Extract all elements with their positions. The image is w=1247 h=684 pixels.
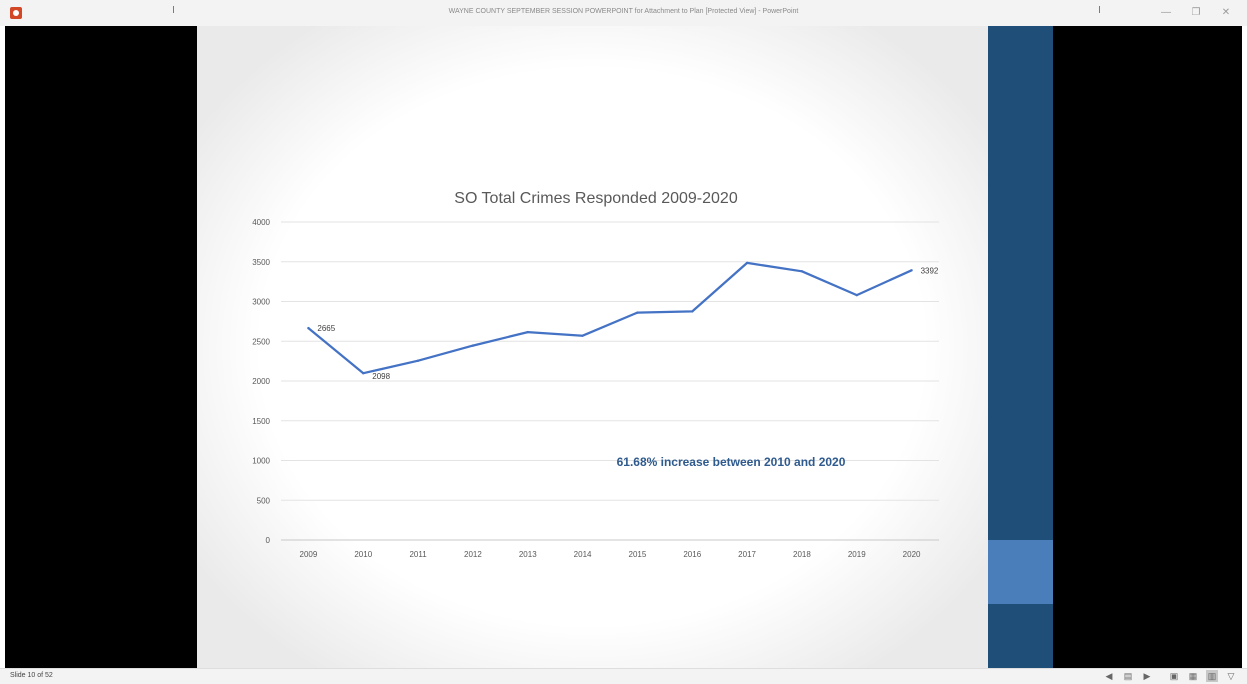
status-icons: ◀ ▤ ▶ ▣ ▦ ▥ ▽ xyxy=(1103,670,1237,682)
slide xyxy=(197,26,988,668)
y-tick-label: 4000 xyxy=(252,218,270,227)
series-group xyxy=(307,261,913,375)
powerpoint-icon xyxy=(10,7,22,19)
x-tick-label: 2014 xyxy=(574,550,592,559)
data-label: 3392 xyxy=(921,266,939,275)
reading-view-icon[interactable]: ▥ xyxy=(1206,670,1218,682)
status-bar: Slide 10 of 52 ◀ ▤ ▶ ▣ ▦ ▥ ▽ xyxy=(0,668,1247,684)
data-point xyxy=(471,344,475,347)
x-tick-label: 2018 xyxy=(793,550,811,559)
data-point xyxy=(910,269,913,272)
restore-icon[interactable]: ❐ xyxy=(1191,7,1201,18)
y-tick-label: 0 xyxy=(266,536,271,545)
y-tick-label: 3000 xyxy=(252,298,270,307)
data-point xyxy=(307,326,310,330)
data-point xyxy=(416,359,420,362)
notes-icon[interactable]: ▤ xyxy=(1123,671,1133,681)
gridlines xyxy=(281,221,939,541)
window-title: WAYNE COUNTY SEPTEMBER SESSION POWERPOIN… xyxy=(448,8,799,15)
slide-counter: Slide 10 of 52 xyxy=(10,672,53,679)
x-tick-label: 2015 xyxy=(629,550,647,559)
data-point xyxy=(745,261,749,265)
normal-view-icon[interactable]: ▣ xyxy=(1169,671,1179,681)
x-tick-label: 2016 xyxy=(683,550,701,559)
x-tick-label: 2017 xyxy=(738,550,756,559)
red-tick xyxy=(173,6,174,13)
data-point xyxy=(800,270,804,273)
previous-icon[interactable]: ◀ xyxy=(1105,671,1113,681)
y-axis-ticks: 0 500 1000 1500 2000 2500 3000 3500 4000 xyxy=(252,218,270,545)
y-tick-label: 1000 xyxy=(252,457,270,466)
x-tick-label: 2011 xyxy=(409,550,427,559)
y-tick-label: 500 xyxy=(257,496,271,505)
x-axis-ticks: 2009 2010 2011 2012 2013 2014 2015 2016 2017 2018… xyxy=(300,550,922,559)
data-point xyxy=(691,310,694,313)
accent-bar-highlight xyxy=(988,540,1053,604)
data-label: 2098 xyxy=(372,372,390,381)
title-bar: WAYNE COUNTY SEPTEMBER SESSION POWERPOIN… xyxy=(0,0,1247,26)
data-point xyxy=(526,330,529,334)
red-tick xyxy=(1099,6,1100,13)
chart-title: SO Total Crimes Responded 2009-2020 xyxy=(454,190,738,207)
y-tick-label: 2500 xyxy=(252,337,270,346)
x-tick-label: 2019 xyxy=(848,550,866,559)
close-icon[interactable]: ✕ xyxy=(1221,7,1231,18)
x-tick-label: 2012 xyxy=(464,550,482,559)
y-tick-label: 2000 xyxy=(252,377,270,386)
data-point xyxy=(636,311,639,314)
data-label: 2665 xyxy=(317,324,335,333)
data-labels: 2665 2098 3392 xyxy=(317,266,939,381)
x-tick-label: 2013 xyxy=(519,550,537,559)
y-tick-label: 3500 xyxy=(252,258,270,267)
series-line xyxy=(307,261,913,375)
data-point xyxy=(581,334,584,337)
data-point xyxy=(362,372,365,375)
window-controls: — ❐ ✕ xyxy=(1159,7,1233,19)
next-icon[interactable]: ▶ xyxy=(1143,671,1151,681)
accent-bar xyxy=(988,26,1053,668)
slide-sorter-icon[interactable]: ▦ xyxy=(1188,671,1198,681)
y-tick-label: 1500 xyxy=(252,417,270,426)
minimize-icon[interactable]: — xyxy=(1161,7,1171,18)
data-point xyxy=(855,293,858,297)
slide-show-icon[interactable]: ▽ xyxy=(1227,671,1235,681)
x-tick-label: 2020 xyxy=(903,550,921,559)
x-tick-label: 2009 xyxy=(300,550,318,559)
chart-annotation: 61.68% increase between 2010 and 2020 xyxy=(617,455,846,469)
x-tick-label: 2010 xyxy=(354,550,372,559)
